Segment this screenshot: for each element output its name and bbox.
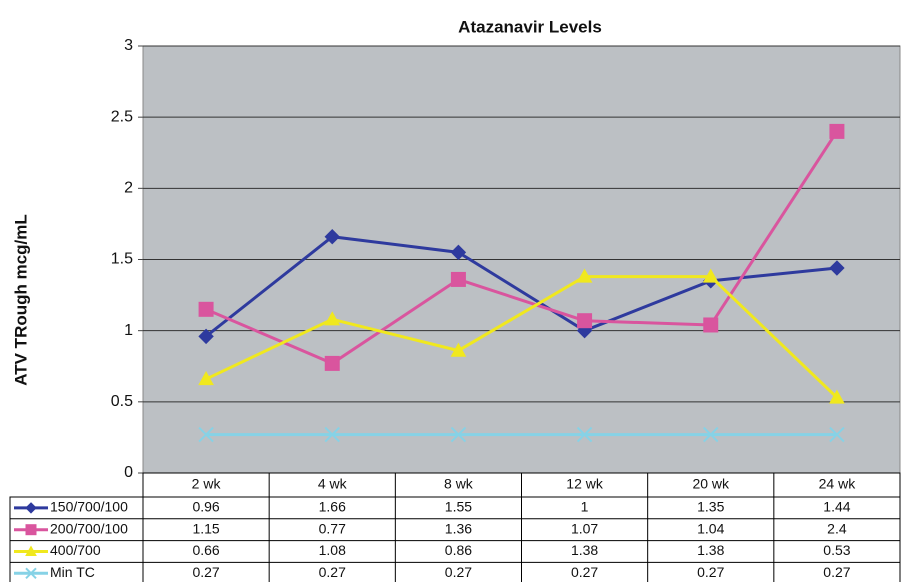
point xyxy=(829,123,845,139)
x-tick-label: 2 wk xyxy=(192,476,222,492)
y-tick-label: 1.5 xyxy=(111,251,133,268)
chart-title: Atazanavir Levels xyxy=(458,17,602,36)
table-value: 1 xyxy=(581,499,589,515)
y-tick-label: 3 xyxy=(124,37,133,54)
y-tick-label: 0 xyxy=(124,464,133,481)
point xyxy=(703,317,719,333)
table-value: 1.36 xyxy=(445,520,472,536)
point xyxy=(324,426,340,443)
legend-label: 400/700 xyxy=(50,542,101,558)
table-value: 0.27 xyxy=(319,564,346,580)
table-value: 0.86 xyxy=(445,542,472,558)
table-value: 0.27 xyxy=(571,564,598,580)
point xyxy=(703,426,719,443)
point xyxy=(198,301,214,317)
y-tick-label: 1 xyxy=(124,322,133,339)
table-value: 0.53 xyxy=(823,542,850,558)
legend-marker xyxy=(25,502,37,514)
x-tick-label: 4 wk xyxy=(318,476,348,492)
series-line xyxy=(205,275,838,399)
point xyxy=(198,426,214,443)
table-value: 1.38 xyxy=(571,542,598,558)
table-value: 1.08 xyxy=(319,542,346,558)
legend-label: 150/700/100 xyxy=(50,499,128,515)
x-tick-label: 24 wk xyxy=(819,476,857,492)
y-tick-label: 2.5 xyxy=(111,108,133,125)
table-value: 0.96 xyxy=(192,499,219,515)
point xyxy=(450,342,467,357)
point xyxy=(829,426,845,443)
table-value: 1.66 xyxy=(319,499,346,515)
y-axis-label: ATV TRough mcg/mL xyxy=(11,214,30,386)
x-tick-label: 8 wk xyxy=(444,476,474,492)
point xyxy=(829,389,845,404)
point xyxy=(198,371,214,386)
point xyxy=(450,244,467,261)
x-tick-label: 12 wk xyxy=(566,476,604,492)
table-value: 2.4 xyxy=(827,520,847,536)
table-value: 1.44 xyxy=(823,499,850,515)
table-value: 1.15 xyxy=(192,520,219,536)
point xyxy=(198,328,214,345)
series-line xyxy=(205,235,838,338)
series-line xyxy=(205,130,839,366)
y-tick-label: 0.5 xyxy=(111,393,133,410)
legend-marker xyxy=(25,524,37,536)
legend-marker xyxy=(25,545,37,556)
x-tick-label: 20 wk xyxy=(692,476,730,492)
table-value: 0.27 xyxy=(697,564,724,580)
table-value: 1.35 xyxy=(697,499,724,515)
table-value: 1.07 xyxy=(571,520,598,536)
point xyxy=(576,268,593,283)
point xyxy=(450,271,466,287)
table-value: 0.77 xyxy=(319,520,346,536)
table-value: 0.66 xyxy=(192,542,219,558)
legend-label: 200/700/100 xyxy=(50,520,128,536)
table-value: 1.55 xyxy=(445,499,472,515)
legend-marker xyxy=(25,567,37,580)
point xyxy=(576,426,593,443)
y-tick-label: 2 xyxy=(124,180,133,197)
table-value: 1.38 xyxy=(697,542,724,558)
table-value: 0.27 xyxy=(823,564,850,580)
point xyxy=(702,268,719,283)
point xyxy=(324,355,340,371)
table-value: 0.27 xyxy=(192,564,219,580)
point xyxy=(324,311,341,326)
point xyxy=(829,260,845,276)
point xyxy=(324,229,340,245)
table-value: 1.04 xyxy=(697,520,724,536)
point xyxy=(450,426,467,443)
table-value: 0.27 xyxy=(445,564,472,580)
point xyxy=(577,313,593,329)
legend-label: Min TC xyxy=(50,564,95,580)
